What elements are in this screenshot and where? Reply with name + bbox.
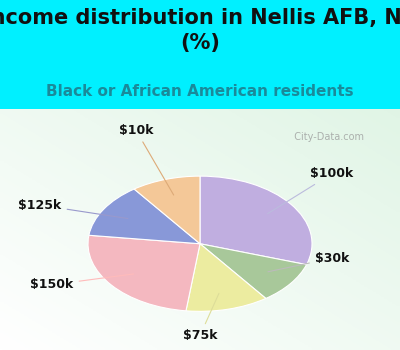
Wedge shape	[88, 235, 200, 311]
Wedge shape	[200, 244, 306, 299]
Text: $125k: $125k	[18, 198, 128, 218]
Text: $10k: $10k	[119, 124, 174, 195]
Wedge shape	[200, 176, 312, 265]
Text: $100k: $100k	[268, 167, 354, 214]
Text: $75k: $75k	[183, 293, 219, 342]
Text: $150k: $150k	[30, 274, 134, 291]
Text: City-Data.com: City-Data.com	[288, 133, 364, 142]
Wedge shape	[89, 189, 200, 244]
Text: Income distribution in Nellis AFB, NV
(%): Income distribution in Nellis AFB, NV (%…	[0, 8, 400, 53]
Wedge shape	[186, 244, 266, 312]
Text: $30k: $30k	[268, 252, 349, 272]
Wedge shape	[134, 176, 200, 244]
Text: Black or African American residents: Black or African American residents	[46, 84, 354, 99]
